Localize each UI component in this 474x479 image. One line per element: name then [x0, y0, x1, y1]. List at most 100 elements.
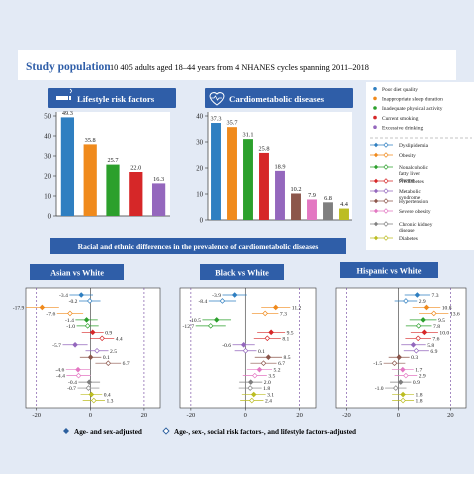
- lifestyle-title: Lifestyle risk factors: [77, 94, 155, 104]
- smoking-icon: [56, 88, 72, 100]
- full-adjusted-value-label: -7.6: [46, 311, 55, 317]
- full-adjusted-value-label: 4.4: [116, 336, 123, 342]
- bar: [243, 139, 253, 220]
- age-sex-value-label: 1.7: [415, 368, 422, 374]
- full-adjusted-point: [264, 335, 271, 342]
- legend-filled-diamond-icon: [373, 164, 379, 170]
- bar: [151, 183, 166, 216]
- legend-label: Chronic kidney disease: [399, 222, 433, 234]
- x-tick-label: -20: [342, 412, 351, 419]
- bar-value-label: 37.3: [210, 116, 221, 123]
- y-tick-label: 0: [48, 214, 52, 221]
- age-sex-point: [265, 354, 272, 361]
- bar: [291, 193, 301, 220]
- full-adjusted-point: [260, 360, 267, 366]
- bar-value-label: 35.8: [85, 137, 96, 144]
- black-forest-plot: -20 0 20 -3.9 -8.4 11.2 7.3 -10.5-12.7 9.58.1 -0.…: [179, 287, 317, 419]
- age-sex-point: [83, 317, 90, 323]
- legend-filled-diamond-icon: [373, 208, 379, 214]
- age-sex-point: [75, 366, 81, 373]
- full-adjusted-value-label: 2.9: [419, 299, 426, 305]
- full-adjusted-value-label: 6.7: [123, 361, 130, 367]
- cardio-title-bar: [205, 88, 353, 108]
- full-adjusted-value-label: -8.4: [198, 299, 207, 305]
- legend-open-diamond-icon: [383, 208, 389, 214]
- cardio-legend: Dyslipidemia Obesity Nonalcoholic fatty liv…: [370, 142, 433, 242]
- bar: [60, 117, 75, 216]
- y-tick-label: 0: [200, 218, 204, 225]
- full-adjusted-point: [430, 310, 437, 317]
- x-tick-label: 0: [397, 412, 400, 419]
- age-sex-point: [268, 329, 274, 336]
- age-sex-point: [240, 341, 247, 348]
- lifestyle-legend: Poor diet quality Inappropriate sleep dur…: [373, 87, 443, 131]
- full-adjusted-value-label: -0.7: [67, 386, 76, 392]
- age-sex-point: [213, 317, 220, 323]
- age-sex-point: [89, 329, 96, 336]
- bar: [307, 199, 317, 220]
- header-title: Study population: [26, 61, 111, 73]
- bar-value-label: 10.2: [290, 186, 301, 193]
- age-sex-value-label: 0.9: [413, 380, 420, 386]
- legend-open-diamond-icon: [383, 142, 389, 148]
- legend-label-line: Prediabetes: [399, 179, 424, 185]
- bar-value-label: 4.4: [340, 201, 349, 208]
- full-adjusted-point: [85, 385, 92, 391]
- bar: [275, 170, 285, 220]
- full-adjusted-value-label: 7.6: [432, 336, 439, 342]
- legend-box: [366, 82, 474, 250]
- legend-label: Inadequate physical activity: [382, 106, 443, 112]
- age-sex-point: [231, 292, 238, 298]
- full-adjusted-point: [247, 385, 253, 391]
- legend-filled-diamond-icon: [373, 198, 379, 204]
- legend-label-line: Nonalcoholic: [399, 165, 429, 171]
- legend-dot-icon: [373, 96, 377, 101]
- asian-forest-plot: -20 0 20 -3.4-0.2 -17.9 -7.6 -1.4-1.0 0.9 4.4 -5.…: [13, 287, 161, 419]
- age-sex-point: [78, 292, 85, 298]
- x-tick-label: 0: [89, 412, 92, 419]
- legend-label: Severe obesity: [399, 209, 431, 215]
- age-sex-point: [72, 341, 78, 348]
- full-adjusted-value-label: 2.9: [419, 374, 426, 380]
- y-tick-label: 10: [196, 192, 203, 199]
- y-tick-label: 40: [44, 134, 51, 141]
- x-tick-label: 20: [141, 412, 148, 419]
- cardio-title: Cardiometabolic diseases: [229, 94, 325, 104]
- age-sex-point: [421, 329, 428, 336]
- full-adjusted-value-label: 8.1: [282, 336, 289, 342]
- legend-label-line: Metabolic: [399, 189, 421, 195]
- age-sex-point: [86, 379, 93, 385]
- age-sex-value-label: 3.1: [267, 393, 274, 399]
- legend-filled-diamond-icon: [373, 152, 379, 158]
- age-sex-point: [87, 354, 94, 361]
- bar: [83, 144, 97, 216]
- full-adjusted-value-label: 6.7: [278, 361, 285, 367]
- full-adjusted-point: [86, 298, 93, 304]
- age-sex-point: [256, 366, 263, 373]
- age-sex-value-label: -17.9: [13, 305, 25, 311]
- bar-value-label: 7.9: [308, 192, 316, 199]
- full-adjusted-value-label: -1.0: [66, 324, 75, 330]
- age-sex-marker-icon: [63, 428, 69, 434]
- legend-label-line: disease: [399, 177, 415, 183]
- full-adjusted-value-label: -1.0: [375, 386, 384, 392]
- age-sex-value-label: 11.2: [292, 305, 302, 311]
- full-adjusted-value-label: -1.5: [373, 361, 382, 367]
- bar-value-label: 18.9: [274, 163, 285, 170]
- legend-label-line: Severe obesity: [399, 209, 431, 215]
- legend-label: Nonalcoholic fatty liver disease: [399, 165, 429, 183]
- age-sex-value-label: -0.4: [68, 380, 77, 386]
- bar-value-label: 25.7: [107, 157, 118, 164]
- full-adjusted-point: [99, 335, 105, 342]
- full-adjusted-value-label: 1.8: [416, 399, 423, 405]
- bar: [106, 164, 120, 216]
- legend-label-line: Chronic kidney: [399, 222, 433, 228]
- bar-value-label: 22.0: [130, 165, 141, 172]
- legend-label-line: Diabetes: [399, 236, 418, 242]
- y-tick-label: 20: [44, 174, 51, 181]
- age-sex-value-label: -1.4: [65, 318, 74, 324]
- legend-filled-diamond-icon: [373, 188, 379, 194]
- bar-value-label: 6.8: [324, 195, 332, 202]
- age-sex-value-label: 9.5: [287, 330, 294, 336]
- full-adjusted-value-label: -0.2: [69, 299, 78, 305]
